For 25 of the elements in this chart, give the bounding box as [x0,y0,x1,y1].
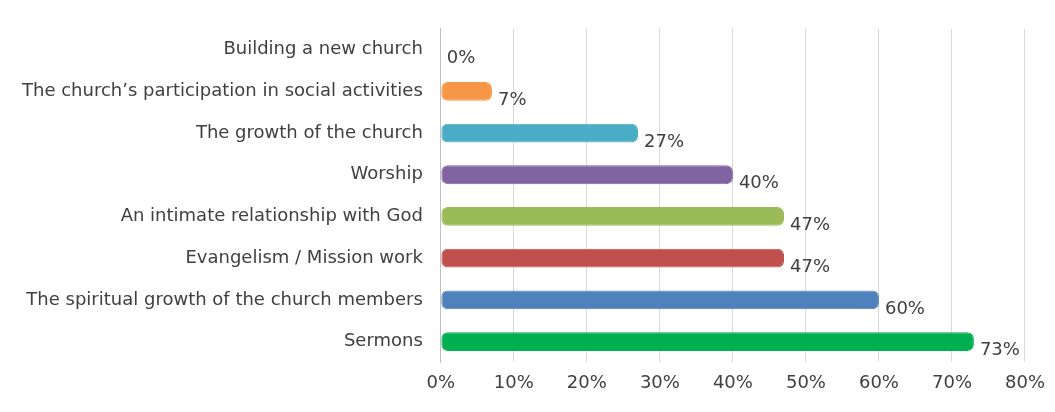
x-tick-label: 50% [785,370,826,392]
y-tick-label: An intimate relationship with God [120,204,423,226]
data-label: 47% [790,213,831,235]
data-label: 47% [790,254,831,276]
x-tick-label: 30% [639,370,680,392]
data-label: 73% [979,338,1020,360]
x-tick-label: 40% [712,370,753,392]
y-tick-label: Building a new church [223,37,423,59]
x-tick-label: 60% [858,370,899,392]
data-label: 27% [643,129,684,151]
x-tick-label: 0% [426,370,456,392]
x-tick-label: 10% [493,370,534,392]
data-label: 40% [738,171,779,193]
x-tick-label: 20% [566,370,607,392]
data-label: 7% [497,88,527,110]
y-tick-label: Worship [350,162,423,184]
y-tick-label: Sermons [343,329,423,351]
y-tick-label: The growth of the church [194,120,423,142]
y-tick-label: The spiritual growth of the church members [25,287,423,309]
y-tick-label: Evangelism / Mission work [185,245,424,267]
x-tick-label: 70% [931,370,972,392]
data-label: 0% [446,46,476,68]
data-label: 60% [884,296,925,318]
x-tick-label: 80% [1004,370,1045,392]
y-tick-label: The church’s participation in social activities [20,79,423,101]
